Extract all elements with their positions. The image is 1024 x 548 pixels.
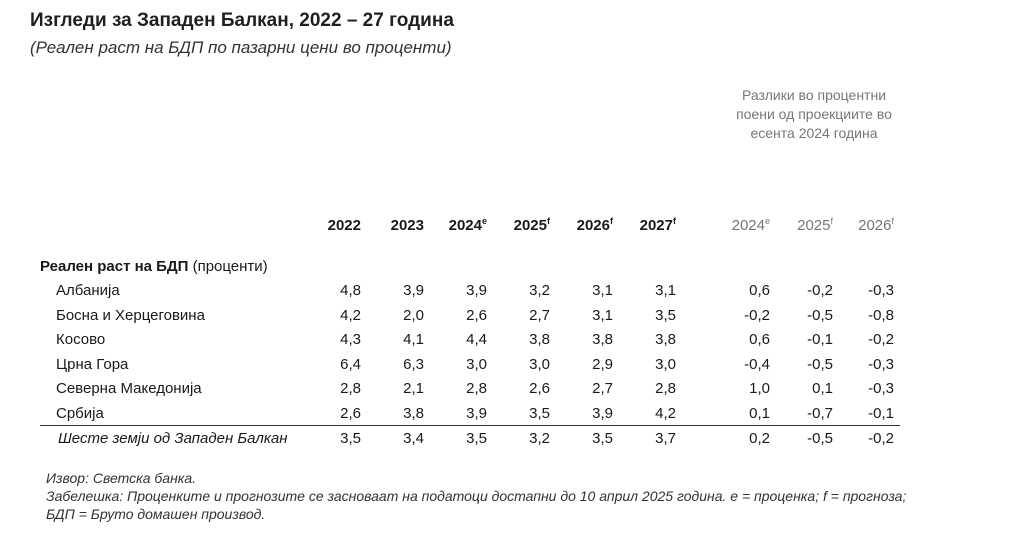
table-cell: 2,8 <box>340 380 361 397</box>
header-2023: 2023 <box>390 217 424 234</box>
footer-source: Извор: Светска банка. <box>46 470 197 486</box>
table-cell: 3,9 <box>466 404 487 422</box>
table-cell: 3,2 <box>529 430 550 447</box>
table-cell: -0,3 <box>868 282 894 299</box>
header-2025f: 2025f <box>513 216 550 234</box>
table-cell: 0,1 <box>749 404 770 422</box>
table-cell: 2,6 <box>529 380 550 397</box>
table-cell: 2,6 <box>340 404 361 422</box>
table-cell: 6,4 <box>340 355 361 373</box>
table-cell: 2,8 <box>466 380 487 397</box>
footer-note: Забелешка: Проценките и прогнозите се за… <box>46 488 907 504</box>
header-diff-2024e: 2024e <box>731 216 770 234</box>
table-cell: 3,8 <box>403 404 424 422</box>
table-row: Косово 4,3 4,1 4,4 3,8 3,8 3,8 0,6 -0,1 -0,2 <box>0 331 1024 355</box>
table-cell: -0,5 <box>807 430 833 447</box>
row-label: Шесте земји од Западен Балкан <box>58 430 288 447</box>
table-cell: 0,6 <box>749 331 770 348</box>
table-cell: -0,3 <box>868 355 894 373</box>
section-label: Реален раст на БДП (проценти) <box>40 258 268 275</box>
table-row: Северна Македонија 2,8 2,1 2,8 2,6 2,7 2,8 1,0 0… <box>0 380 1024 404</box>
table-cell: -0,2 <box>744 306 770 324</box>
header-2027f: 2027f <box>639 216 676 234</box>
table-cell: -0,2 <box>868 331 894 348</box>
table-cell: 2,7 <box>592 380 613 397</box>
table-cell: -0,5 <box>807 306 833 324</box>
row-label: Северна Македонија <box>56 380 202 397</box>
header-diff-2026f: 2026f <box>858 216 894 234</box>
table-cell: 3,0 <box>655 355 676 373</box>
table-cell: 3,1 <box>655 282 676 299</box>
table-cell: 4,3 <box>340 331 361 348</box>
table-cell: 4,4 <box>466 331 487 348</box>
row-label: Црна Гора <box>56 355 129 373</box>
table-cell: 3,4 <box>403 430 424 447</box>
table-cell: 3,0 <box>466 355 487 373</box>
footer-abbreviation: БДП = Бруто домашен производ. <box>46 506 266 522</box>
table-title: Изгледи за Западен Балкан, 2022 – 27 год… <box>30 10 454 31</box>
table-cell: 3,8 <box>592 331 613 348</box>
table-row: Албанија 4,8 3,9 3,9 3,2 3,1 3,1 0,6 -0,2 -0,3 <box>0 282 1024 306</box>
table-cell: 2,8 <box>655 380 676 397</box>
table-cell: 2,0 <box>403 306 424 324</box>
table-cell: -0,2 <box>868 430 894 447</box>
table-cell: 0,2 <box>749 430 770 447</box>
row-label: Босна и Херцеговина <box>56 306 205 324</box>
table-cell: -0,1 <box>807 331 833 348</box>
table-cell: 4,8 <box>340 282 361 299</box>
table-cell: 4,2 <box>340 306 361 324</box>
table-cell: 6,3 <box>403 355 424 373</box>
table-cell: 3,0 <box>529 355 550 373</box>
table-cell: 2,7 <box>529 306 550 324</box>
table-cell: 3,8 <box>655 331 676 348</box>
table-cell: 4,1 <box>403 331 424 348</box>
table-cell: 3,9 <box>466 282 487 299</box>
header-diff-2025f: 2025f <box>797 216 833 234</box>
header-2026f: 2026f <box>576 216 613 234</box>
table-cell: 3,1 <box>592 306 613 324</box>
table-row: Црна Гора 6,4 6,3 3,0 3,0 2,9 3,0 -0,4 -0,5 -0,3 <box>0 356 1024 380</box>
total-row: Шесте земји од Западен Балкан 3,5 3,4 3,5 3,… <box>0 430 1024 454</box>
table-cell: 3,5 <box>655 306 676 324</box>
header-2022: 2022 <box>327 217 361 234</box>
table-cell: 3,2 <box>529 282 550 299</box>
table-cell: 3,5 <box>592 430 613 447</box>
row-label: Србија <box>56 404 104 422</box>
table-cell: 3,8 <box>529 331 550 348</box>
table-cell: 1,0 <box>749 380 770 397</box>
difference-column-note: Разлики во процентни поени од проекциите… <box>736 87 892 141</box>
table-cell: 3,5 <box>340 430 361 447</box>
table-cell: 3,5 <box>529 404 550 422</box>
table-cell: 2,1 <box>403 380 424 397</box>
table-cell: 2,6 <box>466 306 487 324</box>
table-cell: 3,7 <box>655 430 676 447</box>
table-cell: -0,7 <box>807 404 833 422</box>
table-cell: 3,9 <box>403 282 424 299</box>
table-cell: -0,3 <box>868 380 894 397</box>
table-cell: 3,1 <box>592 282 613 299</box>
header-2024e: 2024e <box>448 216 487 234</box>
table-cell: 0,1 <box>812 380 833 397</box>
table-cell: 3,5 <box>466 430 487 447</box>
table-cell: 0,6 <box>749 282 770 299</box>
table-row: Србија 2,6 3,8 3,9 3,5 3,9 4,2 0,1 -0,7 -0,1 <box>0 405 1024 429</box>
table-cell: -0,2 <box>807 282 833 299</box>
total-divider <box>40 425 900 426</box>
table-cell: 2,9 <box>592 355 613 373</box>
table-row: Босна и Херцеговина 4,2 2,0 2,6 2,7 3,1 3,5 -0,… <box>0 307 1024 331</box>
table-subtitle: (Реален раст на БДП по пазарни цени во п… <box>30 38 452 57</box>
row-label: Албанија <box>56 282 120 299</box>
row-label: Косово <box>56 331 106 348</box>
table-cell: -0,4 <box>744 355 770 373</box>
table-cell: -0,1 <box>868 404 894 422</box>
table-cell: 4,2 <box>655 404 676 422</box>
table-cell: -0,8 <box>868 306 894 324</box>
table-cell: -0,5 <box>807 355 833 373</box>
table-cell: 3,9 <box>592 404 613 422</box>
